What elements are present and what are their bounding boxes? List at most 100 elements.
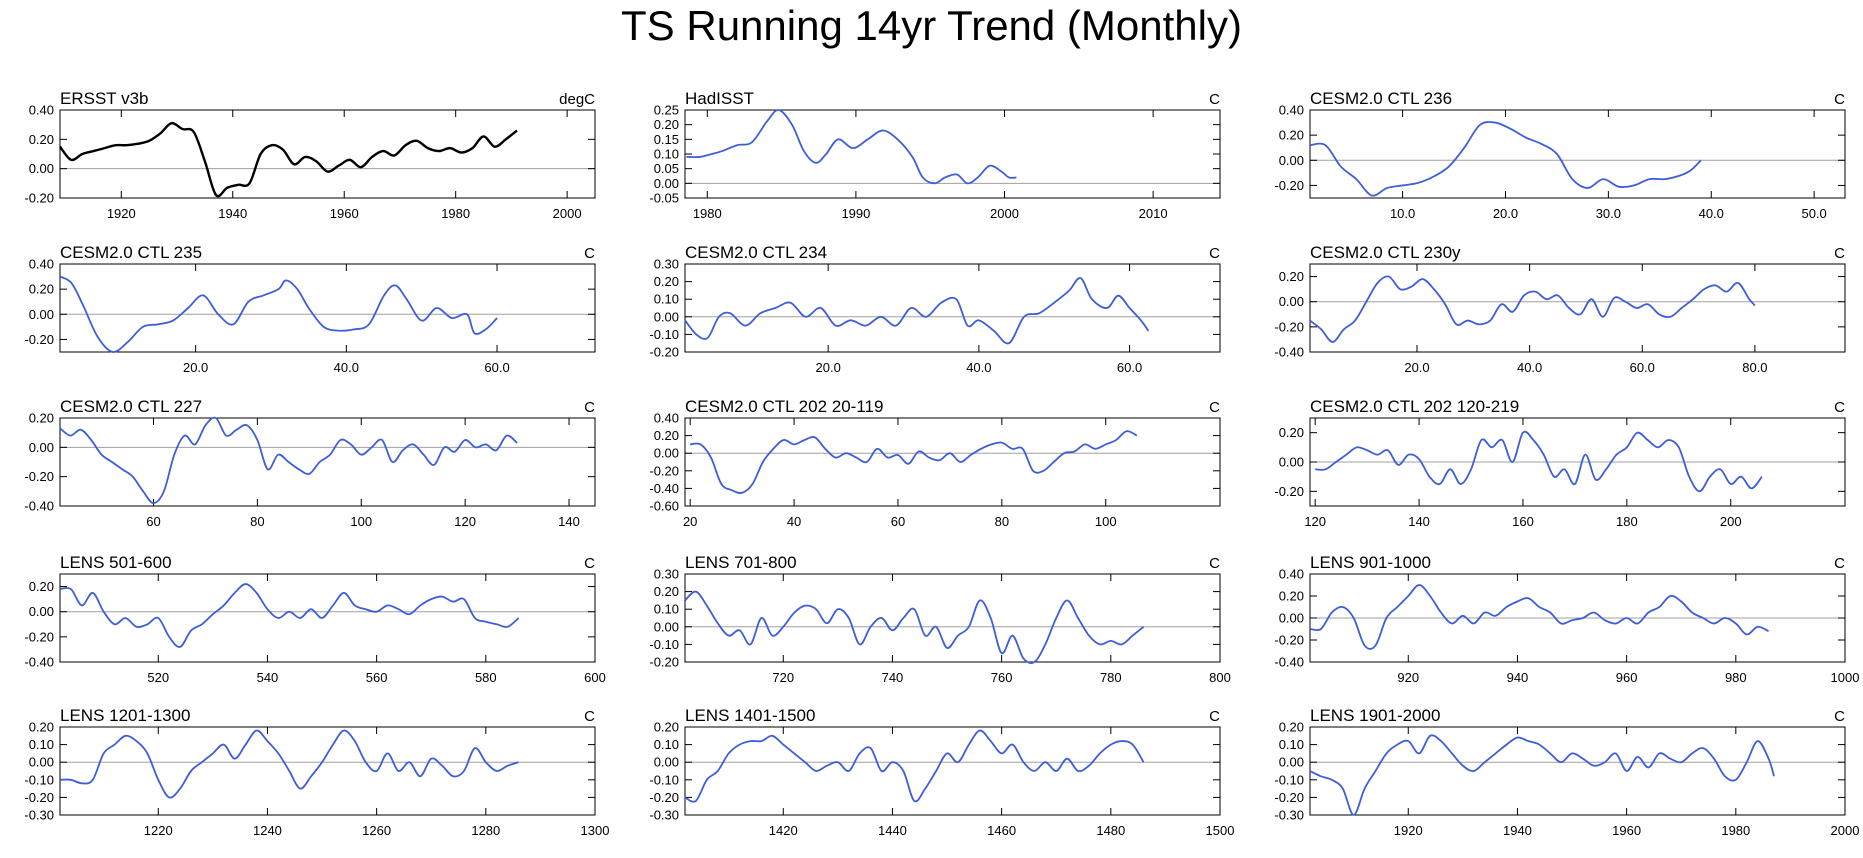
plot-frame — [684, 573, 1221, 663]
y-tick-label: 0.40 — [29, 103, 54, 118]
panel-title: LENS 501-600 — [60, 553, 172, 572]
series-line — [59, 583, 520, 648]
x-tick-label: 140 — [1408, 514, 1430, 529]
panel-title: CESM2.0 CTL 235 — [60, 243, 202, 262]
y-tick-label: 0.20 — [1279, 269, 1304, 284]
x-tick-label: 40.0 — [334, 360, 359, 375]
x-tick-label: 980 — [1725, 670, 1747, 685]
y-tick-label: -0.10 — [1274, 772, 1304, 787]
y-tick-label: -0.30 — [1274, 808, 1304, 823]
y-tick-label: -0.20 — [649, 790, 679, 805]
x-tick-label: 60 — [146, 514, 160, 529]
x-tick-label: 1220 — [144, 823, 173, 838]
x-tick-label: 2010 — [1139, 206, 1168, 221]
panel-units: C — [1209, 555, 1220, 572]
series-line — [1309, 734, 1775, 816]
y-tick-label: -0.40 — [24, 655, 54, 670]
page-title: TS Running 14yr Trend (Monthly) — [621, 2, 1242, 49]
panel-units: C — [1209, 91, 1220, 108]
series-line — [59, 729, 519, 799]
y-tick-label: 0.20 — [1279, 589, 1304, 604]
panel-units: C — [584, 399, 595, 416]
y-tick-label: 0.40 — [654, 411, 679, 426]
x-tick-label: 2000 — [1831, 823, 1860, 838]
x-tick-label: 100 — [1095, 514, 1117, 529]
y-tick-label: -0.20 — [24, 629, 54, 644]
x-tick-label: 2000 — [990, 206, 1019, 221]
y-tick-label: -0.20 — [1274, 790, 1304, 805]
series-line — [59, 275, 498, 353]
y-tick-label: 0.10 — [1279, 737, 1304, 752]
y-tick-label: -0.30 — [649, 808, 679, 823]
y-tick-label: 0.20 — [29, 579, 54, 594]
x-tick-label: 1500 — [1206, 823, 1235, 838]
y-tick-label: 0.00 — [1279, 611, 1304, 626]
x-tick-label: 920 — [1397, 670, 1419, 685]
y-tick-label: 0.00 — [654, 309, 679, 324]
y-tick-label: 0.20 — [29, 282, 54, 297]
y-tick-label: 0.40 — [1279, 103, 1304, 118]
panel-units: C — [584, 245, 595, 262]
x-tick-label: 560 — [366, 670, 388, 685]
x-tick-label: 1980 — [1721, 823, 1750, 838]
y-tick-label: -0.40 — [649, 481, 679, 496]
panel-units: C — [1834, 245, 1845, 262]
y-tick-label: -0.20 — [1274, 484, 1304, 499]
x-tick-label: 740 — [882, 670, 904, 685]
y-tick-label: 0.00 — [29, 161, 54, 176]
panel-title: CESM2.0 CTL 202 120-219 — [1310, 397, 1519, 416]
y-tick-label: 0.20 — [654, 428, 679, 443]
plot-frame — [684, 263, 1221, 353]
x-tick-label: 80 — [250, 514, 264, 529]
x-tick-label: 1260 — [362, 823, 391, 838]
series-line — [59, 121, 518, 198]
y-tick-label: 0.10 — [654, 147, 679, 162]
panel-title: LENS 1401-1500 — [685, 706, 815, 725]
x-tick-label: 1460 — [987, 823, 1016, 838]
x-tick-label: 1240 — [253, 823, 282, 838]
y-tick-label: -0.10 — [649, 772, 679, 787]
series-line — [686, 109, 1017, 185]
x-tick-label: 20.0 — [816, 360, 841, 375]
x-tick-label: 60.0 — [1630, 360, 1655, 375]
y-tick-label: 0.20 — [1279, 128, 1304, 143]
x-tick-label: 120 — [1304, 514, 1326, 529]
x-tick-label: 60 — [891, 514, 905, 529]
y-tick-label: -0.20 — [649, 345, 679, 360]
y-tick-label: -0.20 — [1274, 633, 1304, 648]
panel-title: CESM2.0 CTL 236 — [1310, 89, 1452, 108]
x-tick-label: 1960 — [1612, 823, 1641, 838]
x-tick-label: 1980 — [693, 206, 722, 221]
y-tick-label: 0.15 — [654, 132, 679, 147]
y-tick-label: -0.20 — [24, 332, 54, 347]
y-tick-label: 0.00 — [1279, 455, 1304, 470]
x-tick-label: 80 — [995, 514, 1009, 529]
y-tick-label: 0.20 — [654, 274, 679, 289]
panel-title: CESM2.0 CTL 227 — [60, 397, 202, 416]
y-tick-label: 0.10 — [654, 602, 679, 617]
x-tick-label: 780 — [1100, 670, 1122, 685]
series-line — [59, 416, 518, 504]
y-tick-label: -0.20 — [24, 469, 54, 484]
y-tick-label: 0.00 — [29, 755, 54, 770]
y-tick-label: 0.40 — [29, 257, 54, 272]
x-tick-label: 1960 — [330, 206, 359, 221]
series-line — [684, 277, 1150, 345]
plot-frame — [1309, 109, 1846, 199]
x-tick-label: 20.0 — [1493, 206, 1518, 221]
x-tick-label: 1480 — [1096, 823, 1125, 838]
x-tick-label: 80.0 — [1742, 360, 1767, 375]
x-tick-label: 30.0 — [1596, 206, 1621, 221]
x-tick-label: 10.0 — [1390, 206, 1415, 221]
y-tick-label: 0.10 — [654, 292, 679, 307]
x-tick-label: 2000 — [553, 206, 582, 221]
series-line — [1309, 121, 1702, 197]
x-tick-label: 540 — [257, 670, 279, 685]
panel-title: CESM2.0 CTL 230y — [1310, 243, 1461, 262]
x-tick-label: 1300 — [581, 823, 610, 838]
x-tick-label: 940 — [1507, 670, 1529, 685]
y-tick-label: -0.60 — [649, 499, 679, 514]
x-tick-label: 40 — [787, 514, 801, 529]
panel-title: CESM2.0 CTL 234 — [685, 243, 827, 262]
